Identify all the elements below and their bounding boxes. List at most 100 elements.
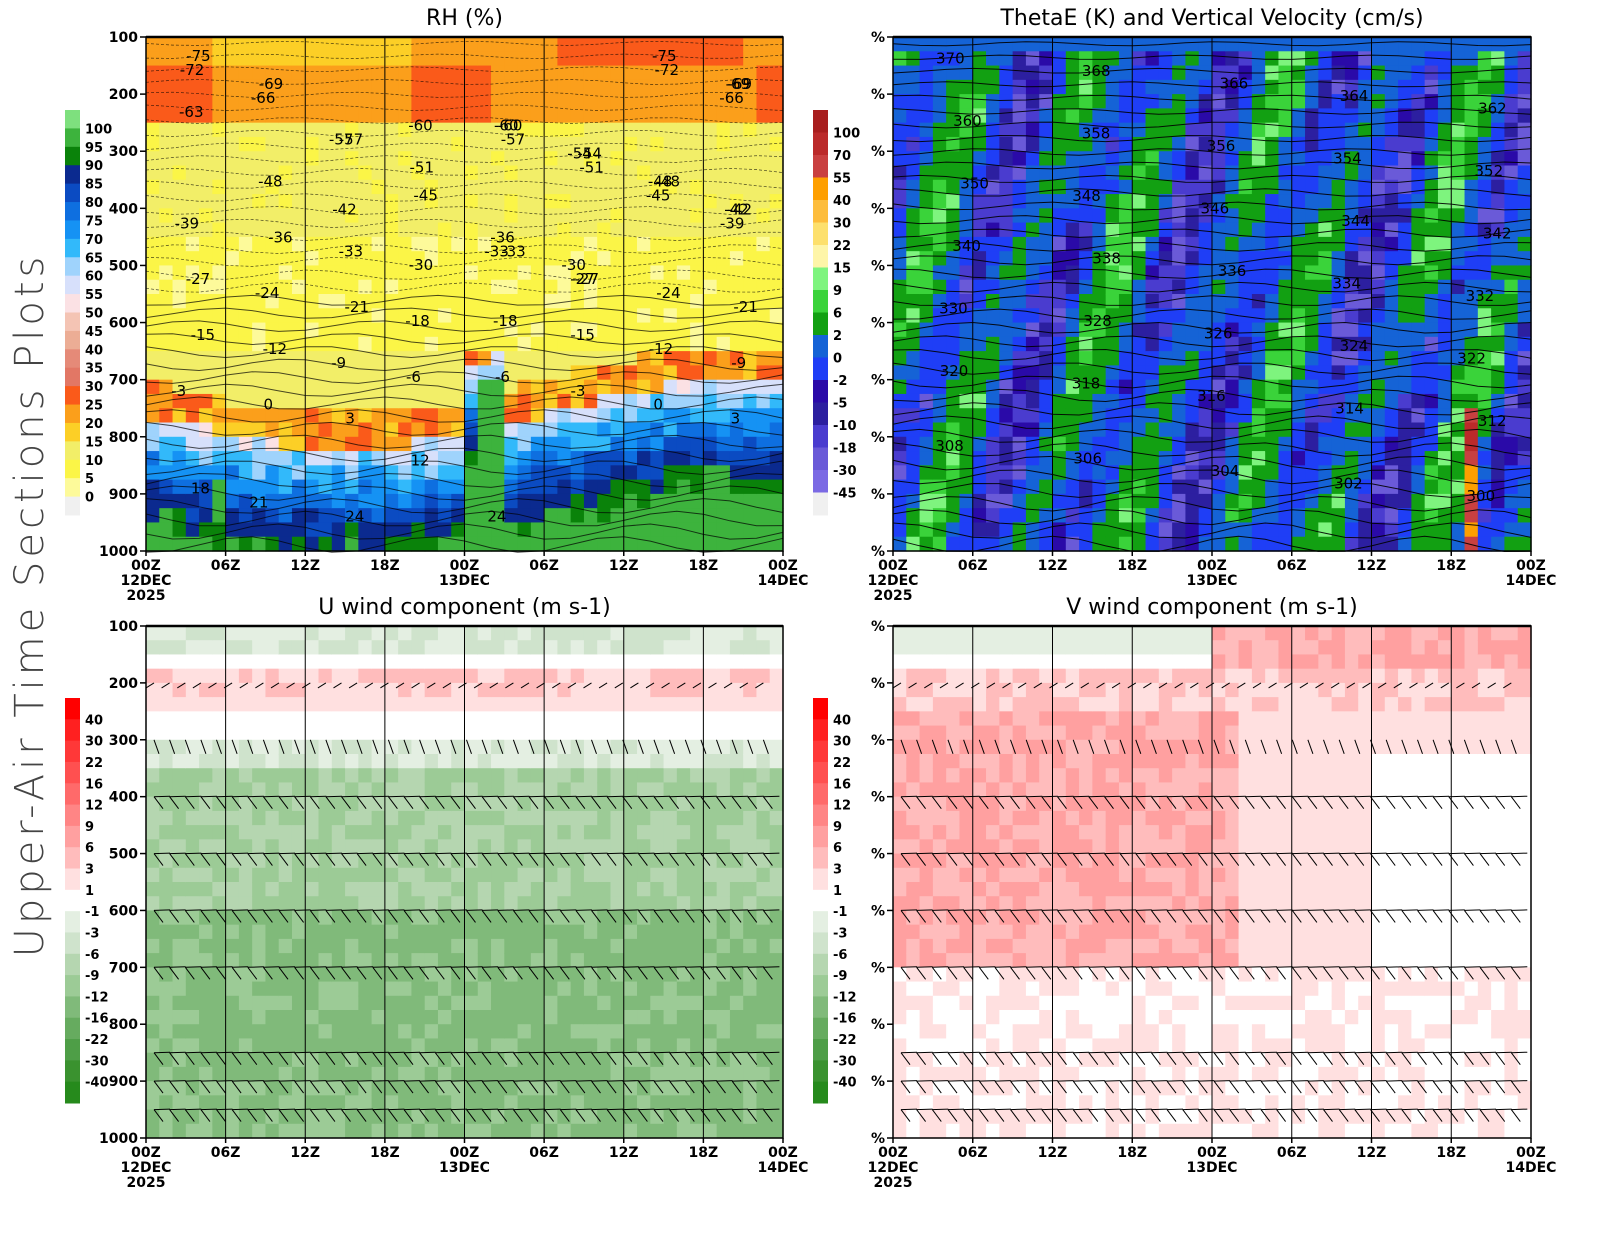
heatmap-cell	[1477, 208, 1492, 224]
heatmap-cell	[1398, 451, 1412, 466]
heatmap-cell	[477, 536, 492, 552]
heatmap-cell	[291, 654, 306, 670]
heatmap-cell	[1251, 151, 1266, 167]
heatmap-cell	[371, 1123, 386, 1139]
heatmap-cell	[1118, 122, 1133, 138]
heatmap-cell	[570, 37, 585, 52]
heatmap-cell	[172, 479, 187, 495]
heatmap-cell	[491, 825, 505, 840]
heatmap-cell	[517, 953, 532, 968]
heatmap-cell	[919, 122, 934, 138]
heatmap-cell	[637, 222, 651, 238]
heatmap-cell	[225, 265, 240, 281]
colorbar-swatch	[813, 267, 828, 291]
heatmap-cell	[252, 910, 267, 926]
heatmap-cell	[371, 265, 386, 281]
heatmap-cell	[690, 208, 704, 224]
heatmap-cell	[893, 194, 907, 209]
heatmap-cell	[1158, 122, 1173, 138]
heatmap-cell	[437, 536, 452, 552]
heatmap-cell	[1305, 222, 1319, 238]
heatmap-cell	[1238, 108, 1253, 124]
heatmap-cell	[703, 279, 718, 295]
heatmap-cell	[1065, 37, 1080, 52]
heatmap-cell	[318, 308, 333, 324]
heatmap-cell	[557, 853, 572, 869]
heatmap-cell	[1344, 393, 1359, 409]
heatmap-cell	[610, 294, 625, 309]
heatmap-cell	[212, 1081, 227, 1096]
heatmap-cell	[172, 896, 187, 912]
heatmap-cell	[212, 265, 227, 281]
heatmap-cell	[331, 251, 346, 267]
heatmap-cell	[265, 882, 280, 897]
heatmap-cell	[1039, 79, 1054, 95]
heatmap-cell	[1118, 65, 1133, 81]
heatmap-cell	[305, 1081, 320, 1096]
heatmap-cell	[437, 65, 452, 81]
heatmap-cell	[371, 938, 386, 954]
heatmap-cell	[1238, 279, 1253, 295]
heatmap-cell	[1185, 151, 1200, 167]
heatmap-cell	[517, 810, 532, 826]
heatmap-cell	[1464, 65, 1479, 81]
colorbar-swatch	[813, 357, 828, 381]
heatmap-cell	[225, 668, 240, 684]
heatmap-cell	[185, 465, 200, 481]
heatmap-cell	[384, 94, 399, 109]
heatmap-cell	[225, 379, 240, 395]
heatmap-cell	[637, 108, 651, 124]
contour-label: -21	[345, 298, 370, 316]
heatmap-cell	[932, 351, 947, 366]
heatmap-cell	[1238, 536, 1253, 552]
heatmap-cell	[570, 336, 585, 352]
heatmap-cell	[1039, 379, 1054, 395]
heatmap-cell	[212, 493, 227, 509]
heatmap-cell	[265, 279, 280, 295]
heatmap-cell	[172, 853, 187, 869]
heatmap-cell	[504, 1066, 519, 1082]
heatmap-cell	[185, 668, 200, 684]
heatmap-cell	[172, 1052, 187, 1068]
contour-label: -12	[649, 340, 674, 358]
heatmap-cell	[1504, 508, 1519, 524]
heatmap-cell	[305, 1109, 320, 1125]
heatmap-cell	[650, 322, 665, 338]
heatmap-cell	[464, 194, 479, 209]
heatmap-cell	[1398, 151, 1412, 167]
heatmap-cell	[716, 51, 731, 67]
heatmap-cell	[199, 953, 213, 968]
heatmap-cell	[610, 493, 625, 509]
heatmap-cell	[690, 236, 704, 252]
heatmap-cell	[1198, 79, 1213, 95]
heatmap-cell	[278, 654, 293, 670]
heatmap-cell	[729, 37, 744, 52]
heatmap-cell	[623, 265, 638, 281]
heatmap-cell	[451, 265, 466, 281]
heatmap-cell	[146, 51, 160, 67]
heatmap-cell	[172, 251, 187, 267]
heatmap-cell	[530, 640, 545, 656]
heatmap-cell	[424, 924, 439, 940]
heatmap-cell	[278, 79, 293, 95]
heatmap-cell	[1132, 422, 1147, 438]
heatmap-cell	[371, 108, 386, 124]
heatmap-cell	[318, 1109, 333, 1125]
heatmap-cell	[1437, 208, 1452, 224]
heatmap-cell	[238, 1038, 253, 1054]
heatmap-cell	[557, 436, 572, 452]
heatmap-cell	[946, 251, 961, 267]
heatmap-cell	[225, 236, 240, 252]
heatmap-cell	[199, 436, 213, 452]
heatmap-cell	[331, 37, 346, 52]
heatmap-cell	[437, 136, 452, 152]
heatmap-cell	[504, 668, 519, 684]
heatmap-cell	[384, 65, 399, 81]
heatmap-cell	[371, 536, 386, 552]
heatmap-cell	[1065, 94, 1080, 109]
heatmap-cell	[544, 37, 558, 52]
heatmap-cell	[411, 938, 426, 954]
heatmap-cell	[1344, 222, 1359, 238]
heatmap-cell	[1278, 208, 1293, 224]
heatmap-cell	[1358, 308, 1373, 324]
